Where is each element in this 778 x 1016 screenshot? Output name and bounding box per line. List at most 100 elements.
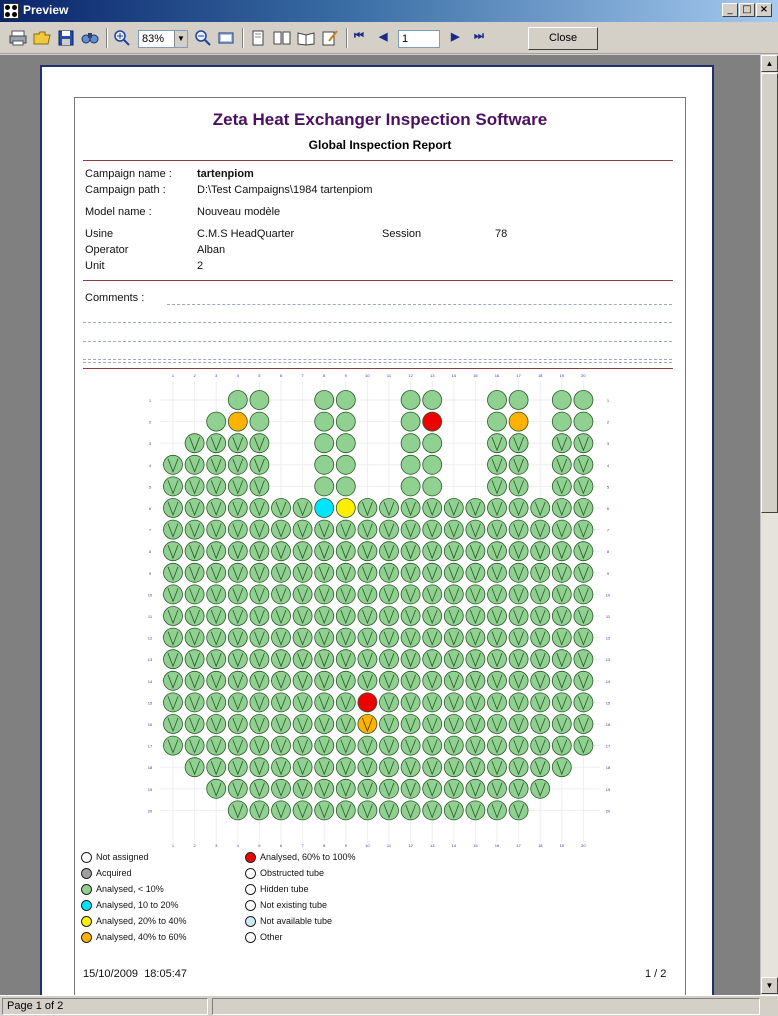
footer-date: 15/10/2009 18:05:47 bbox=[83, 968, 188, 980]
usine-value: C.M.S HeadQuarter bbox=[197, 228, 295, 240]
scroll-thumb[interactable] bbox=[761, 73, 778, 513]
tube-cell bbox=[163, 714, 183, 734]
tube-cell bbox=[206, 649, 227, 670]
tube-cell bbox=[530, 498, 551, 518]
tube-cell bbox=[335, 800, 356, 821]
tube-cell bbox=[227, 670, 248, 691]
legend-item: Analysed, 60% to 100% bbox=[245, 852, 356, 864]
tube-cell bbox=[357, 627, 378, 648]
vertical-scrollbar[interactable]: ▲ ▼ bbox=[760, 55, 778, 995]
legend-label: Analysed, 10 to 20% bbox=[96, 900, 179, 910]
svg-text:8: 8 bbox=[607, 549, 610, 554]
zoom-out-icon[interactable] bbox=[194, 29, 212, 47]
tube-cell bbox=[227, 541, 248, 562]
tube-cell bbox=[271, 541, 291, 562]
chevron-down-icon[interactable]: ▼ bbox=[174, 31, 187, 47]
svg-text:14: 14 bbox=[452, 843, 457, 848]
svg-text:4: 4 bbox=[149, 463, 152, 468]
maximize-button[interactable]: □ bbox=[739, 3, 755, 17]
tube-cell bbox=[573, 390, 594, 410]
first-page-button[interactable]: ⏮ bbox=[354, 30, 364, 42]
tube-cell bbox=[379, 649, 399, 670]
tube-cell bbox=[335, 735, 356, 756]
zoom-in-icon[interactable] bbox=[113, 29, 131, 47]
comments-label: Comments : bbox=[85, 292, 145, 304]
close-button[interactable]: Close bbox=[528, 27, 598, 50]
legend-item: Other bbox=[245, 932, 283, 944]
svg-text:20: 20 bbox=[581, 843, 586, 848]
tube-cell bbox=[508, 476, 529, 497]
tube-cell bbox=[206, 562, 227, 583]
svg-text:2: 2 bbox=[607, 420, 610, 425]
tube-cell bbox=[292, 670, 313, 691]
svg-text:15: 15 bbox=[473, 373, 478, 378]
tube-cell bbox=[530, 714, 551, 734]
tube-cell bbox=[422, 670, 443, 691]
tube-cell bbox=[206, 411, 227, 432]
tube-cell bbox=[163, 562, 183, 583]
tube-cell bbox=[335, 757, 356, 778]
tube-cell bbox=[573, 584, 594, 605]
scroll-up-button[interactable]: ▲ bbox=[761, 55, 778, 72]
last-page-button[interactable]: ⏭ bbox=[474, 30, 484, 42]
legend-item: Obstructed tube bbox=[245, 868, 324, 880]
tube-cell bbox=[335, 454, 356, 475]
tube-cell bbox=[335, 778, 356, 799]
previous-page-button[interactable]: ◀ bbox=[379, 31, 388, 43]
tube-cell bbox=[163, 476, 183, 497]
tube-cell bbox=[400, 390, 421, 410]
tube-cell bbox=[379, 735, 399, 756]
tube-cell bbox=[422, 519, 443, 540]
legend-swatch bbox=[245, 852, 256, 864]
tube-cell bbox=[335, 670, 356, 691]
save-icon[interactable] bbox=[57, 29, 75, 47]
one-page-icon[interactable] bbox=[249, 29, 267, 47]
tube-cell bbox=[206, 498, 227, 518]
page-number-input[interactable]: 1 bbox=[398, 30, 440, 48]
close-window-button[interactable]: × bbox=[756, 3, 772, 17]
tube-cell bbox=[465, 778, 486, 799]
tube-cell bbox=[271, 627, 291, 648]
tube-cell bbox=[292, 541, 313, 562]
tube-cell bbox=[551, 627, 572, 648]
edit-page-icon[interactable] bbox=[321, 29, 339, 47]
scroll-down-button[interactable]: ▼ bbox=[761, 977, 778, 994]
tube-cell bbox=[335, 692, 356, 713]
svg-text:10: 10 bbox=[606, 592, 611, 597]
zoom-select[interactable]: 83% ▼ bbox=[138, 30, 188, 48]
fit-page-icon[interactable] bbox=[217, 29, 235, 47]
tube-cell bbox=[487, 584, 507, 605]
tube-cell bbox=[443, 735, 464, 756]
tube-cell bbox=[400, 692, 421, 713]
tube-cell bbox=[271, 692, 291, 713]
model-name-label: Model name : bbox=[85, 206, 152, 218]
minimize-button[interactable]: _ bbox=[722, 3, 738, 17]
tube-cell bbox=[400, 433, 421, 454]
tube-cell bbox=[249, 390, 270, 410]
tube-cell bbox=[530, 757, 551, 778]
book-icon[interactable] bbox=[297, 29, 315, 47]
legend-swatch bbox=[245, 932, 256, 944]
svg-text:11: 11 bbox=[148, 614, 153, 619]
tube-cell bbox=[292, 778, 313, 799]
legend-item: Analysed, 40% to 60% bbox=[81, 932, 187, 944]
tube-cell bbox=[227, 433, 248, 454]
find-icon[interactable] bbox=[81, 29, 99, 47]
print-icon[interactable] bbox=[9, 29, 27, 47]
session-label: Session bbox=[382, 228, 422, 240]
svg-text:7: 7 bbox=[301, 373, 304, 378]
open-folder-icon[interactable] bbox=[33, 29, 51, 47]
legend-label: Analysed, 40% to 60% bbox=[96, 932, 187, 942]
campaign-path-label: Campaign path : bbox=[85, 184, 166, 196]
tube-cell bbox=[292, 498, 313, 518]
next-page-button[interactable]: ▶ bbox=[451, 31, 460, 43]
tube-cell bbox=[465, 714, 486, 734]
tube-cell bbox=[508, 541, 529, 562]
tube-cell bbox=[443, 757, 464, 778]
legend-label: Not available tube bbox=[260, 916, 333, 926]
svg-text:5: 5 bbox=[607, 484, 610, 489]
two-pages-icon[interactable] bbox=[273, 29, 291, 47]
tube-cell bbox=[292, 562, 313, 583]
tube-cell bbox=[551, 433, 572, 454]
preview-area: Zeta Heat Exchanger Inspection Software … bbox=[0, 55, 760, 1005]
